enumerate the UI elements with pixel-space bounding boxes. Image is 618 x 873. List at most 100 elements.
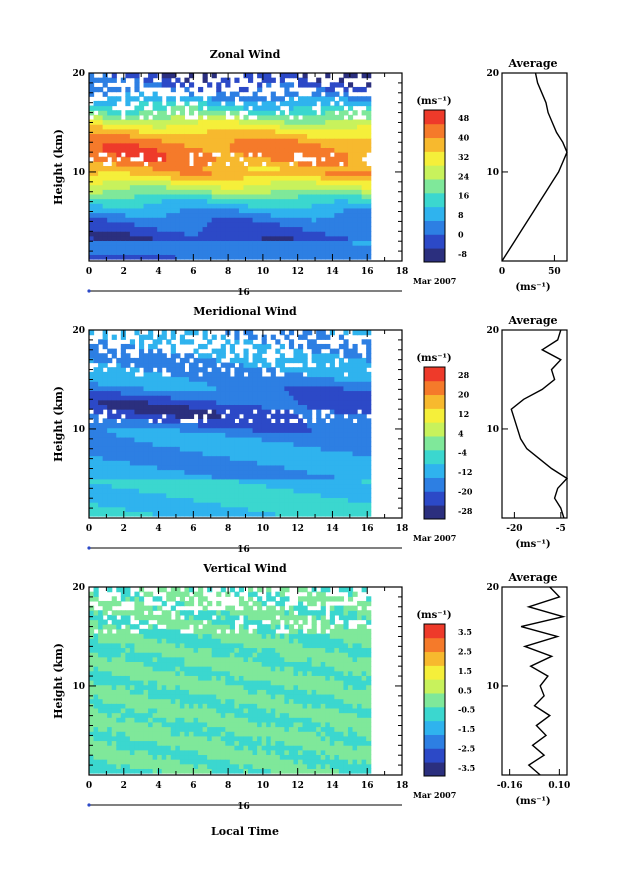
heatmap-cell xyxy=(102,497,108,503)
heatmap-cell xyxy=(229,166,235,172)
heatmap-cell xyxy=(143,446,149,452)
heatmap-cell xyxy=(207,488,213,494)
heatmap-cell xyxy=(334,381,340,387)
heatmap-cell xyxy=(361,381,367,387)
heatmap-cell xyxy=(266,399,272,406)
heatmap-cell xyxy=(320,175,326,181)
heatmap-cell xyxy=(107,142,113,149)
heatmap-cell xyxy=(347,427,354,433)
heatmap-cell xyxy=(288,240,295,246)
heatmap-cell xyxy=(111,488,117,494)
heatmap-cell xyxy=(148,254,154,260)
colorbar-tick-label: 16 xyxy=(458,191,470,201)
heatmap-cell xyxy=(184,427,190,433)
heatmap-cell xyxy=(343,221,349,228)
heatmap-cell xyxy=(325,128,331,135)
heatmap-cell xyxy=(120,203,126,209)
heatmap-cell xyxy=(302,413,308,419)
heatmap-cell xyxy=(170,128,176,135)
heatmap-cell xyxy=(120,390,126,396)
heatmap-cell xyxy=(111,483,117,489)
heatmap-cell xyxy=(170,179,176,186)
heatmap-cell xyxy=(243,488,249,494)
heatmap-cell xyxy=(361,357,367,364)
heatmap-cell xyxy=(225,179,231,186)
heatmap-cell xyxy=(270,404,276,410)
heatmap-cell xyxy=(102,119,108,125)
heatmap-cell xyxy=(102,427,108,433)
heatmap-cell xyxy=(125,731,131,737)
heatmap-cell xyxy=(129,497,136,503)
heatmap-cell xyxy=(334,385,340,392)
heatmap-cell xyxy=(284,189,290,195)
heatmap-cell xyxy=(120,460,126,466)
heatmap-cell xyxy=(125,399,131,406)
heatmap-cell xyxy=(98,703,104,709)
heatmap-cell xyxy=(334,221,340,228)
heatmap-cell xyxy=(111,478,117,485)
heatmap-cell xyxy=(129,735,136,742)
heatmap-cell xyxy=(89,77,95,83)
heatmap-cell xyxy=(111,399,117,406)
profile-x-tick-label: -5 xyxy=(556,524,566,534)
heatmap-cell xyxy=(261,114,267,121)
heatmap-cell xyxy=(338,441,345,447)
heatmap-cell xyxy=(188,138,195,144)
heatmap-cell xyxy=(134,367,140,373)
heatmap-cell xyxy=(275,212,281,218)
heatmap-cell xyxy=(125,362,131,368)
heatmap-cell xyxy=(288,436,295,443)
heatmap-cell xyxy=(161,334,167,340)
heatmap-cell xyxy=(93,698,99,704)
heatmap-cell xyxy=(125,596,131,602)
heatmap-cell xyxy=(107,184,113,190)
heatmap-cell xyxy=(111,119,117,125)
heatmap-cell xyxy=(347,371,354,378)
profile-x-label: (ms⁻¹) xyxy=(515,282,550,293)
heatmap-cell xyxy=(234,203,240,209)
heatmap-cell xyxy=(125,217,131,223)
heatmap-cell xyxy=(357,423,363,429)
heatmap-cell xyxy=(334,128,340,135)
heatmap-cell xyxy=(216,371,222,378)
heatmap-cell xyxy=(98,666,104,672)
heatmap-cell xyxy=(175,390,181,396)
heatmap-cell xyxy=(325,353,331,359)
heatmap-cell xyxy=(125,740,131,746)
heatmap-cell xyxy=(152,203,158,209)
heatmap-cell xyxy=(316,367,322,373)
heatmap-cell xyxy=(288,474,295,480)
heatmap-cell xyxy=(207,207,213,214)
heatmap-cell xyxy=(334,399,340,406)
heatmap-cell xyxy=(338,395,345,401)
colorbar-frame xyxy=(423,109,446,263)
heatmap-cell xyxy=(288,446,295,452)
heatmap-cell xyxy=(347,488,354,494)
heatmap-cell xyxy=(238,133,245,139)
heatmap-cell xyxy=(116,212,122,218)
heatmap-cell xyxy=(366,128,372,135)
heatmap-cell xyxy=(298,348,304,354)
heatmap-cell xyxy=(279,376,285,382)
heatmap-cell xyxy=(175,460,181,466)
heatmap-cell xyxy=(184,353,190,359)
heatmap-cell xyxy=(352,240,358,246)
heatmap-cell xyxy=(288,138,295,144)
heatmap-cell xyxy=(198,432,204,438)
heatmap-cell xyxy=(334,455,340,461)
heatmap-cell xyxy=(125,661,131,667)
heatmap-cell xyxy=(170,175,176,181)
heatmap-cell xyxy=(175,203,181,209)
heatmap-cell xyxy=(329,376,335,382)
heatmap-cell xyxy=(261,399,267,406)
heatmap-cell xyxy=(320,105,326,111)
heatmap-cell xyxy=(116,217,122,223)
heatmap-cell xyxy=(143,114,149,121)
heatmap-cell xyxy=(107,638,113,644)
heatmap-cell xyxy=(143,226,149,232)
heatmap-cell xyxy=(270,193,276,200)
heatmap-cell xyxy=(102,133,108,139)
heatmap-cell xyxy=(298,138,304,144)
heatmap-cell xyxy=(361,161,367,167)
